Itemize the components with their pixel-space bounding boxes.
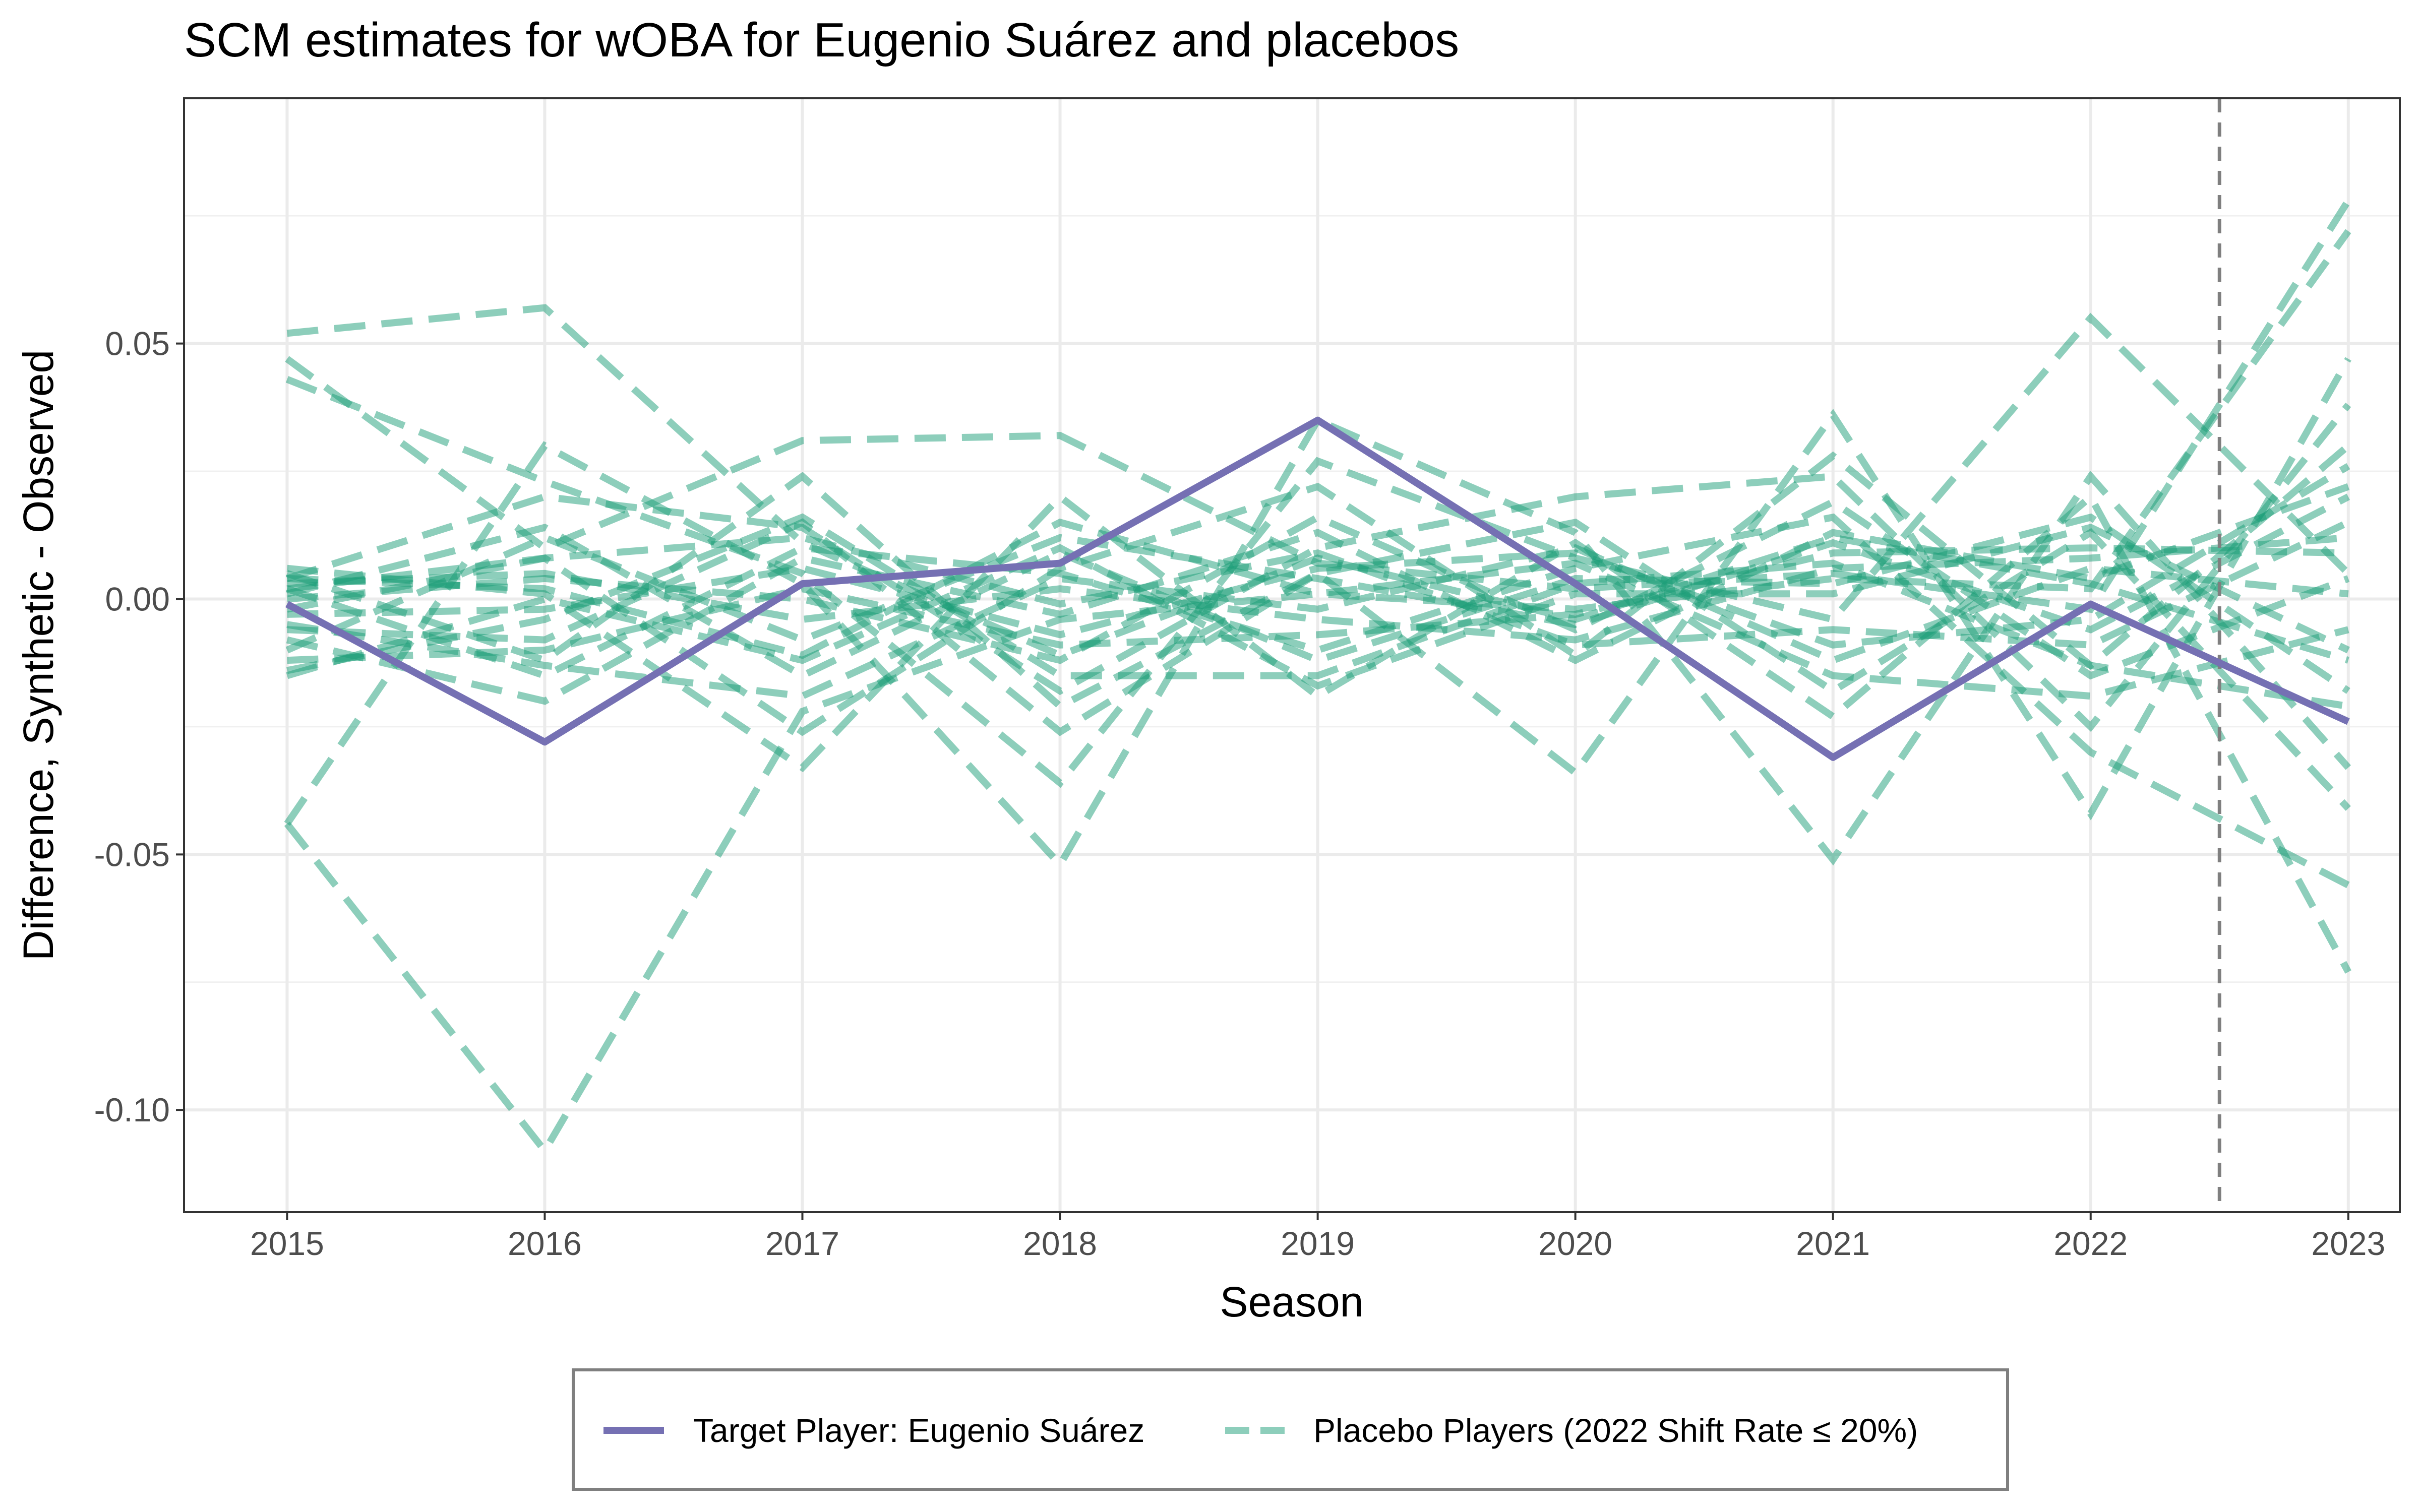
series-line-placebo: [287, 518, 2349, 700]
series-line-placebo: [286, 491, 2351, 974]
series-line-placebo: [285, 493, 2350, 654]
grid-major: [184, 98, 2400, 1212]
series-line-placebo: [286, 497, 2350, 680]
series-line-placebo: [286, 443, 2351, 736]
x-tick-label: 2021: [1796, 1225, 1870, 1262]
series-line-placebo: [287, 544, 2348, 664]
series-line-placebo: [286, 402, 2351, 732]
series-line-placebo: [286, 544, 2349, 700]
legend: Target Player: Eugenio Suárez Placebo Pl…: [572, 1368, 2009, 1491]
x-tick-label: 2023: [2311, 1225, 2385, 1262]
series-line-placebo: [285, 312, 2351, 788]
x-tick-label: 2020: [1538, 1225, 1612, 1262]
target-lines: [285, 416, 2350, 761]
x-tick-label: 2022: [2053, 1225, 2128, 1262]
series-line-placebo: [286, 483, 2350, 705]
x-tick-label: 2016: [508, 1225, 582, 1262]
x-tick-label: 2017: [765, 1225, 839, 1262]
series-line-placebo: [286, 519, 2350, 649]
placebo-lines: [284, 199, 2351, 1157]
series-line-placebo: [287, 518, 2351, 811]
series-line-placebo: [286, 513, 2350, 889]
plot-border: [183, 97, 2401, 1213]
y-tick-label: -0.05: [94, 836, 170, 873]
series-line-target: [285, 416, 2350, 761]
y-tick-label: -0.10: [94, 1091, 170, 1128]
x-tick-label: 2018: [1023, 1225, 1097, 1262]
series-line-placebo: [286, 524, 2350, 690]
plot-background: [184, 98, 2400, 1212]
x-tick-label: 2019: [1281, 1225, 1355, 1262]
y-axis-title: Difference, Synthetic - Observed: [15, 350, 62, 961]
x-axis-ticks: 2015 2016 2017 2018 2019 2020 2021 2022 2023: [250, 1212, 2385, 1262]
x-tick-label: 2015: [250, 1225, 324, 1262]
chart-title: SCM estimates for wOBA for Eugenio Suáre…: [184, 13, 1459, 67]
y-axis-ticks: -0.10 -0.05 0.00 0.05: [94, 325, 184, 1128]
series-line-placebo: [285, 199, 2351, 613]
y-tick-label: 0.05: [105, 325, 170, 362]
legend-label-placebo: Placebo Players (2022 Shift Rate ≤ 20%): [1313, 1412, 1918, 1449]
series-line-placebo: [287, 463, 2350, 649]
y-tick-label: 0.00: [105, 580, 170, 617]
legend-label-target: Target Player: Eugenio Suárez: [693, 1412, 1144, 1449]
legend-box: [572, 1368, 2009, 1491]
x-axis-title: Season: [1220, 1278, 1364, 1326]
